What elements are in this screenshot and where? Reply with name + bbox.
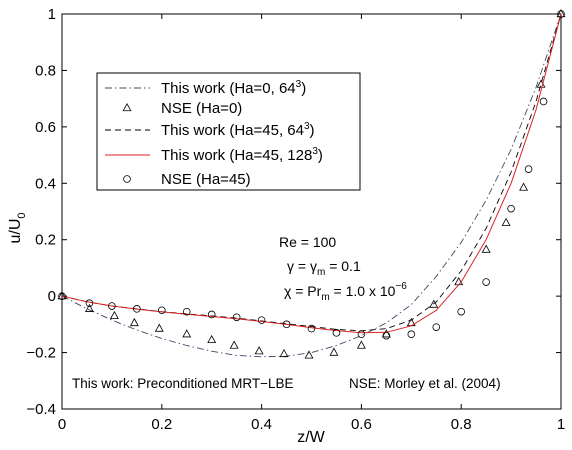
svg-text:u/U0: u/U0 [7, 212, 28, 243]
x-tick-label: 0.6 [351, 416, 372, 433]
data-point [357, 330, 366, 339]
data-point [356, 340, 366, 349]
axis-ticks: 0 0.2 0.4 0.6 0.8 1 −0.4 −0.2 0 0.2 0.4 0.6 0.8 1 [26, 6, 565, 433]
data-point [154, 323, 164, 332]
y-tick-label: 0.4 [35, 175, 56, 192]
y-tick-label: 0.2 [35, 232, 56, 249]
data-point [57, 291, 67, 300]
y-axis-label: u/U0 [7, 212, 28, 243]
legend-label: This work (Ha=45, 643) [161, 121, 315, 139]
data-point [381, 329, 391, 338]
y-tick-label: −0.4 [26, 401, 56, 418]
data-point [407, 330, 416, 339]
footer-left: This work: Preconditioned MRT−LBE [72, 376, 293, 391]
data-point [332, 329, 341, 337]
series-line-0 [61, 13, 562, 358]
annotation-gamma-end: = 0.1 [325, 258, 361, 274]
legend-entry: NSE (Ha=45) [123, 171, 251, 188]
legend-entry: This work (Ha=0, 643) [105, 79, 306, 97]
data-point [481, 244, 491, 253]
data-point [109, 310, 119, 320]
data-point [58, 292, 66, 300]
data-point [108, 302, 116, 310]
x-tick-label: 0 [58, 416, 66, 433]
legend-entry: This work (Ha=45, 643) [105, 121, 315, 139]
data-point [158, 306, 166, 315]
legend-entry: This work (Ha=45, 1283) [105, 146, 323, 164]
data-point [524, 165, 533, 173]
x-tick-label: 0.8 [451, 416, 472, 433]
y-tick-label: 1 [48, 6, 56, 23]
legend: This work (Ha=0, 643) NSE (Ha=0) This work… [96, 72, 361, 191]
annotation-re: Re = 100 [279, 234, 336, 250]
data-point [457, 307, 466, 316]
y-axis-label-sub: 0 [16, 212, 28, 218]
data-point [557, 10, 565, 18]
y-tick-label: 0 [48, 288, 56, 305]
legend-label: NSE (Ha=0) [161, 100, 242, 117]
y-axis-label-main: u/U [7, 219, 24, 244]
legend-label: This work (Ha=0, 643) [161, 79, 306, 97]
footer-right: NSE: Morley et al. (2004) [349, 376, 501, 391]
data-point [84, 303, 94, 312]
legend-label: This work (Ha=45, 1283) [161, 146, 323, 164]
x-tick-label: 0.2 [151, 416, 172, 433]
legend-box [96, 72, 361, 191]
series-layer [57, 8, 566, 359]
data-point [257, 316, 266, 324]
legend-marker-circle [123, 175, 131, 183]
data-point [382, 331, 391, 340]
annotation-gamma-main: γ = γ [287, 258, 317, 274]
legend-marker-triangle [122, 102, 132, 112]
data-point [229, 340, 239, 349]
data-point [207, 334, 217, 344]
data-point [519, 182, 529, 191]
data-point [307, 324, 316, 333]
data-point [482, 278, 490, 286]
y-tick-label: 0.6 [35, 119, 56, 136]
data-point [85, 299, 94, 307]
x-axis-label: z/W [297, 429, 325, 446]
data-point [432, 323, 441, 331]
legend-label: NSE (Ha=45) [161, 171, 251, 188]
data-point [254, 346, 264, 355]
data-point [232, 313, 241, 322]
data-point [501, 217, 511, 226]
series-markers-4 [58, 10, 565, 340]
data-point [304, 350, 314, 359]
data-point [329, 347, 339, 356]
data-point [507, 204, 515, 213]
data-point [133, 305, 141, 313]
data-point [282, 320, 291, 329]
data-point [556, 8, 566, 18]
annotation-chi: χ = Prm = 1.0 x 10−6 [284, 281, 407, 303]
series-line-3 [61, 13, 562, 334]
data-point [539, 97, 548, 106]
x-tick-label: 0.4 [251, 416, 272, 433]
annotation-chi-sup: −6 [395, 281, 407, 292]
y-tick-label: 0.8 [35, 62, 56, 79]
legend-items: This work (Ha=0, 643) NSE (Ha=0) This work… [105, 79, 323, 188]
x-tick-label: 1 [557, 416, 565, 433]
legend-entry: NSE (Ha=0) [122, 100, 242, 117]
y-tick-label: −0.2 [26, 345, 56, 362]
annotation-chi-main: χ = Pr [284, 283, 322, 299]
data-point [279, 348, 289, 358]
data-point [129, 317, 139, 327]
data-point [182, 307, 191, 316]
series-markers-1 [57, 8, 566, 359]
annotation-gamma-sub: m [317, 267, 325, 278]
data-point [182, 329, 192, 338]
annotation-gamma: γ = γm = 0.1 [287, 258, 361, 278]
annotation-chi-mid: = 1.0 x 10 [330, 283, 396, 299]
annotation-chi-sub: m [321, 292, 329, 303]
data-point [207, 310, 216, 319]
data-point [429, 299, 439, 308]
